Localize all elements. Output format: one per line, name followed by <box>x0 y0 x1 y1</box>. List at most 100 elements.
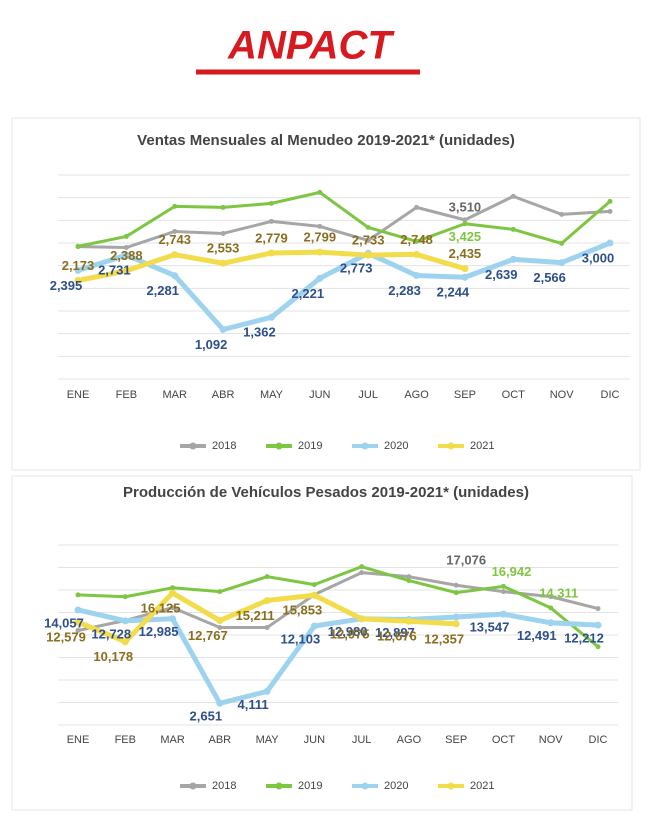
point <box>75 628 81 633</box>
x-tick-label: DIC <box>601 389 620 401</box>
point <box>406 574 412 580</box>
point <box>171 272 179 280</box>
data-label: 2,733 <box>352 233 385 248</box>
data-label: 2,173 <box>62 258 95 273</box>
data-label: 2,395 <box>50 278 83 293</box>
data-label: 12,985 <box>139 624 179 639</box>
data-label: 2,244 <box>437 285 470 300</box>
x-tick-label: OCT <box>502 389 526 401</box>
data-label: 12,728 <box>91 626 131 641</box>
data-label: 2,283 <box>388 283 421 298</box>
point <box>170 605 176 611</box>
point <box>264 574 270 580</box>
series-line <box>76 190 612 248</box>
point <box>268 200 274 206</box>
x-tick-label: JUL <box>358 389 378 401</box>
panel <box>11 475 633 811</box>
point <box>217 589 223 595</box>
point <box>413 272 421 280</box>
data-label: 16,942 <box>492 564 532 579</box>
point <box>594 621 602 629</box>
point <box>548 594 554 600</box>
data-label: 3,510 <box>449 199 482 214</box>
point <box>267 249 275 257</box>
point <box>462 221 468 227</box>
x-tick-label: AGO <box>404 389 429 401</box>
data-label: 12,579 <box>46 630 86 645</box>
point <box>606 239 614 247</box>
point <box>548 605 554 611</box>
point <box>75 243 81 249</box>
data-label: 12,980 <box>328 624 368 639</box>
point <box>220 204 226 210</box>
series-line <box>76 571 600 632</box>
data-label: 2,388 <box>110 248 143 263</box>
point <box>74 606 82 614</box>
legend-dot <box>189 442 197 450</box>
point <box>317 223 323 229</box>
point <box>121 638 129 646</box>
legend-label: 2021 <box>470 440 494 452</box>
point <box>364 251 372 259</box>
x-tick-label: AGO <box>397 734 422 746</box>
legend-dot <box>189 782 197 790</box>
point <box>453 590 459 596</box>
point <box>267 313 275 321</box>
data-label: 2,435 <box>449 246 482 261</box>
point <box>263 597 271 605</box>
data-label: 12,897 <box>375 625 415 640</box>
data-label: 1,092 <box>195 337 228 352</box>
data-label: 2,743 <box>158 232 191 247</box>
x-tick-label: FEB <box>115 734 136 746</box>
point <box>171 251 179 259</box>
series-line <box>75 607 601 706</box>
point <box>310 591 318 599</box>
x-tick-label: ENE <box>67 734 90 746</box>
point <box>123 245 129 251</box>
legend-dot <box>275 442 283 450</box>
point <box>453 582 459 588</box>
point <box>122 267 130 275</box>
data-label: 2,799 <box>304 230 337 245</box>
legend-dot <box>361 782 369 790</box>
point <box>461 273 469 281</box>
point <box>121 617 129 625</box>
point <box>510 226 516 232</box>
point <box>509 255 517 263</box>
legend-label: 2018 <box>212 780 236 792</box>
point <box>316 274 324 282</box>
point <box>406 578 412 584</box>
data-label: 12,975 <box>330 626 370 641</box>
point <box>216 699 224 707</box>
point <box>216 617 224 625</box>
x-tick-label: NOV <box>550 389 575 401</box>
data-label: 14,311 <box>539 585 578 600</box>
data-label: 3,000 <box>582 250 615 265</box>
point <box>358 615 366 623</box>
data-label: 15,853 <box>282 603 322 618</box>
point <box>595 644 601 650</box>
series-line <box>75 240 613 332</box>
legend-dot <box>447 442 455 450</box>
x-tick-label: JUL <box>352 734 372 746</box>
point <box>359 570 365 576</box>
point <box>310 622 318 630</box>
legend-dot <box>447 782 455 790</box>
data-label: 12,767 <box>188 628 228 643</box>
x-tick-label: ENE <box>67 389 90 401</box>
point <box>559 211 565 217</box>
data-label: 16,125 <box>141 601 181 616</box>
point <box>559 240 565 246</box>
chart-title: Producción de Vehículos Pesados 2019-202… <box>123 484 529 501</box>
point <box>462 217 468 223</box>
point <box>359 564 365 570</box>
x-tick-label: MAY <box>260 389 284 401</box>
point <box>268 218 274 224</box>
point <box>499 610 507 618</box>
x-tick-label: JUN <box>309 389 330 401</box>
point <box>452 620 460 628</box>
point <box>75 592 81 598</box>
x-tick-label: MAR <box>163 389 188 401</box>
point <box>172 203 178 209</box>
